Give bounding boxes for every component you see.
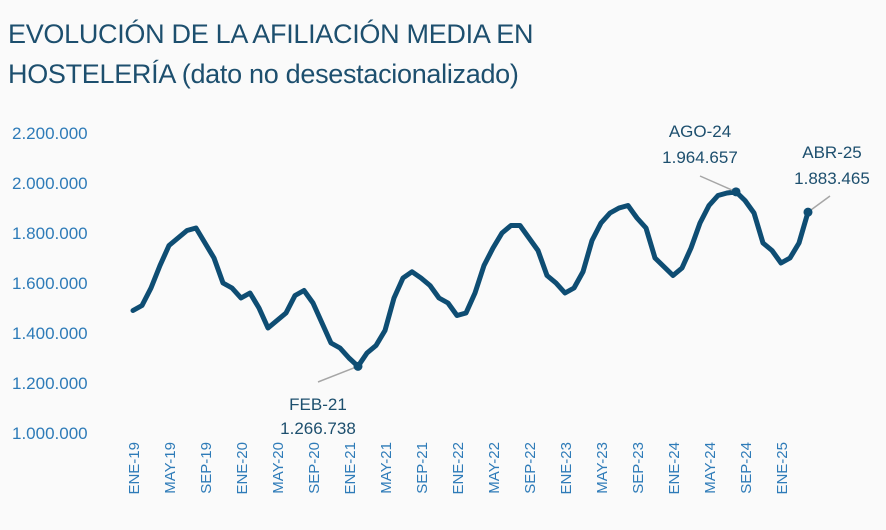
y-tick-label: 1.000.000 xyxy=(12,424,88,443)
annotation-marker xyxy=(731,187,741,197)
y-tick-label: 1.800.000 xyxy=(12,224,88,243)
x-tick-label: ENE-19 xyxy=(126,442,143,495)
x-tick-label: ENE-23 xyxy=(558,442,575,495)
y-tick-label: 1.400.000 xyxy=(12,324,88,343)
x-tick-label: ENE-20 xyxy=(234,442,251,495)
annotation-leader-line xyxy=(807,195,831,213)
x-tick-label: SEP-19 xyxy=(198,442,215,494)
x-tick-label: MAY-20 xyxy=(270,442,287,494)
annotation-leader-line xyxy=(699,175,737,193)
y-tick-label: 1.200.000 xyxy=(12,374,88,393)
y-tick-label: 2.000.000 xyxy=(12,174,88,193)
x-tick-label: MAY-21 xyxy=(378,442,395,494)
x-tick-label: MAY-23 xyxy=(594,442,611,494)
x-tick-label: MAY-19 xyxy=(162,442,179,494)
x-tick-label: ENE-25 xyxy=(774,442,791,495)
annotation-marker xyxy=(353,361,363,371)
y-tick-label: 1.600.000 xyxy=(12,274,88,293)
series-line xyxy=(130,189,811,369)
annotation-marker xyxy=(803,207,813,217)
annotation-leader-line xyxy=(317,365,359,383)
annotation-label: ABR-25 xyxy=(802,143,862,162)
chart-title-line2: HOSTELERÍA (dato no desestacionalizado) xyxy=(8,59,519,89)
y-tick-label: 2.200.000 xyxy=(12,124,88,143)
x-tick-label: MAY-24 xyxy=(702,442,719,494)
annotation-value: 1.964.657 xyxy=(662,148,738,167)
chart-title-line1: EVOLUCIÓN DE LA AFILIACIÓN MEDIA EN xyxy=(8,19,534,49)
annotation-value: 1.266.738 xyxy=(280,419,356,438)
x-tick-label: MAY-22 xyxy=(486,442,503,494)
x-tick-label: SEP-23 xyxy=(630,442,647,494)
annotation-value: 1.883.465 xyxy=(794,169,870,188)
x-tick-label: ENE-21 xyxy=(342,442,359,495)
x-tick-label: SEP-20 xyxy=(306,442,323,494)
annotation-label: AGO-24 xyxy=(669,122,731,141)
x-tick-label: ENE-22 xyxy=(450,442,467,495)
x-tick-label: SEP-24 xyxy=(738,442,755,494)
x-tick-label: SEP-22 xyxy=(522,442,539,494)
x-tick-label: ENE-24 xyxy=(666,442,683,495)
x-tick-label: SEP-21 xyxy=(414,442,431,494)
chart-title: EVOLUCIÓN DE LA AFILIACIÓN MEDIA EN HOST… xyxy=(8,14,533,94)
annotation-label: FEB-21 xyxy=(289,395,347,414)
